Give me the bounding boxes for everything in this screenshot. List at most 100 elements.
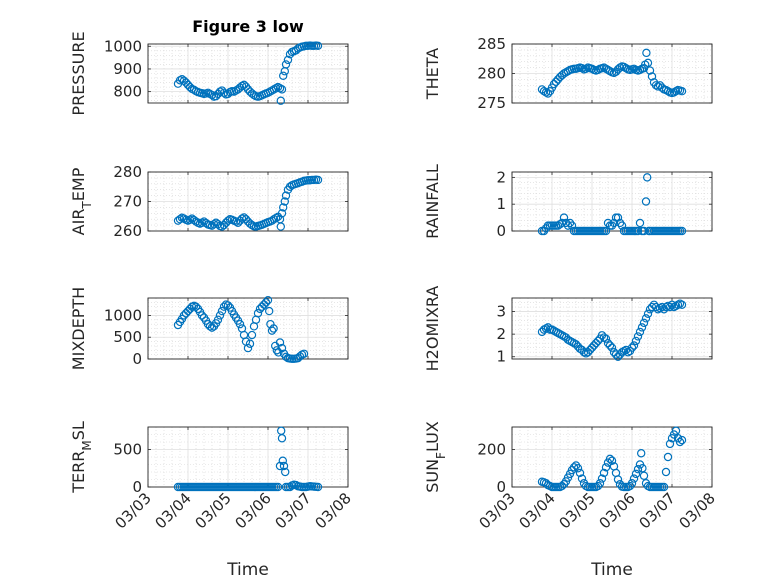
data-point xyxy=(185,215,195,224)
data-point xyxy=(207,90,217,100)
data-point xyxy=(677,435,687,445)
data-point xyxy=(191,302,201,311)
y-axis-label: SUNFLUX xyxy=(423,421,448,493)
data-point xyxy=(573,464,583,473)
data-point xyxy=(642,48,651,58)
data-point xyxy=(635,65,645,75)
data-point xyxy=(276,96,285,105)
data-point xyxy=(671,426,681,435)
data-point xyxy=(278,456,287,465)
data-point xyxy=(247,220,257,230)
data-point xyxy=(223,301,233,310)
series-markers xyxy=(173,295,309,363)
data-point xyxy=(299,349,309,358)
x-tick-label: 03/05 xyxy=(556,489,599,532)
data-point xyxy=(605,454,615,464)
data-point xyxy=(595,479,605,488)
data-point xyxy=(281,191,291,200)
data-point xyxy=(277,434,287,443)
y-tick-label: 800 xyxy=(113,83,142,101)
data-point xyxy=(197,218,207,227)
y-axis-label: H2OMIXRA xyxy=(423,286,442,372)
data-point xyxy=(285,482,295,492)
y-tick-label: 500 xyxy=(113,328,142,346)
y-tick-label: 280 xyxy=(113,163,142,181)
data-point xyxy=(276,222,285,231)
data-point xyxy=(281,60,291,69)
data-point xyxy=(651,302,661,312)
y-axis-label: THETA xyxy=(423,48,442,100)
axis-box xyxy=(511,297,713,360)
data-point xyxy=(641,314,651,323)
data-point xyxy=(559,213,569,222)
data-point xyxy=(277,209,287,218)
data-point xyxy=(665,439,675,449)
series-markers xyxy=(173,175,323,231)
data-point xyxy=(621,63,631,73)
data-point xyxy=(555,220,565,229)
data-point xyxy=(671,86,681,96)
data-point xyxy=(663,452,673,462)
x-tick-label: 03/04 xyxy=(152,489,195,532)
y-tick-label: 285 xyxy=(477,35,506,53)
data-point xyxy=(217,306,227,316)
data-point xyxy=(627,479,637,488)
y-tick-label: 200 xyxy=(477,441,506,459)
data-point xyxy=(599,468,609,478)
data-point xyxy=(615,63,625,72)
y-tick-label: 0 xyxy=(132,350,142,368)
y-axis-label: MIXDEPTH xyxy=(69,287,88,370)
y-axis-label: TERRMSL xyxy=(69,421,94,494)
data-point xyxy=(629,341,639,350)
data-point xyxy=(283,55,293,65)
data-point xyxy=(637,323,647,332)
data-point xyxy=(263,295,273,305)
y-tick-label: 2 xyxy=(496,168,506,186)
data-point xyxy=(615,218,625,228)
data-point xyxy=(280,197,289,206)
data-point xyxy=(269,324,278,333)
data-point xyxy=(279,203,288,212)
data-point xyxy=(191,217,201,226)
x-tick-label: 03/05 xyxy=(192,489,235,532)
data-point xyxy=(281,467,290,477)
data-point xyxy=(665,302,675,312)
data-point xyxy=(601,334,611,343)
data-point xyxy=(609,218,619,228)
data-point xyxy=(575,468,585,478)
data-point xyxy=(633,226,643,236)
y-tick-label: 0 xyxy=(496,222,506,240)
y-axis-label: PRESSURE xyxy=(69,31,88,115)
data-point xyxy=(279,461,289,471)
panel-mixdepth: 0 500 1000 MIXDEPTH xyxy=(69,287,349,370)
data-point xyxy=(631,336,641,346)
data-point xyxy=(275,338,285,347)
y-tick-label: 0 xyxy=(132,478,142,496)
series-markers xyxy=(537,48,687,98)
figure-title: Figure 3 low xyxy=(192,17,304,36)
data-point xyxy=(647,72,657,81)
x-tick-label: 03/06 xyxy=(232,489,275,532)
series-markers xyxy=(537,299,687,361)
series-markers xyxy=(173,426,323,492)
data-point xyxy=(243,343,253,353)
data-point xyxy=(631,469,641,479)
data-point xyxy=(569,463,579,472)
data-point xyxy=(677,86,687,96)
data-point xyxy=(267,326,277,335)
data-point xyxy=(613,213,623,222)
data-point xyxy=(601,463,611,472)
data-point xyxy=(629,474,639,483)
data-point xyxy=(277,343,287,353)
data-point xyxy=(245,339,255,348)
y-axis-label: AIRTEMP xyxy=(69,167,94,235)
y-tick-label: 280 xyxy=(477,65,506,83)
data-point xyxy=(677,300,687,309)
x-tick-label: 03/08 xyxy=(312,489,355,532)
data-point xyxy=(271,213,281,223)
y-tick-label: 1000 xyxy=(104,37,142,55)
y-tick-label: 275 xyxy=(477,94,506,112)
data-point xyxy=(637,449,646,458)
series-markers xyxy=(537,426,687,492)
